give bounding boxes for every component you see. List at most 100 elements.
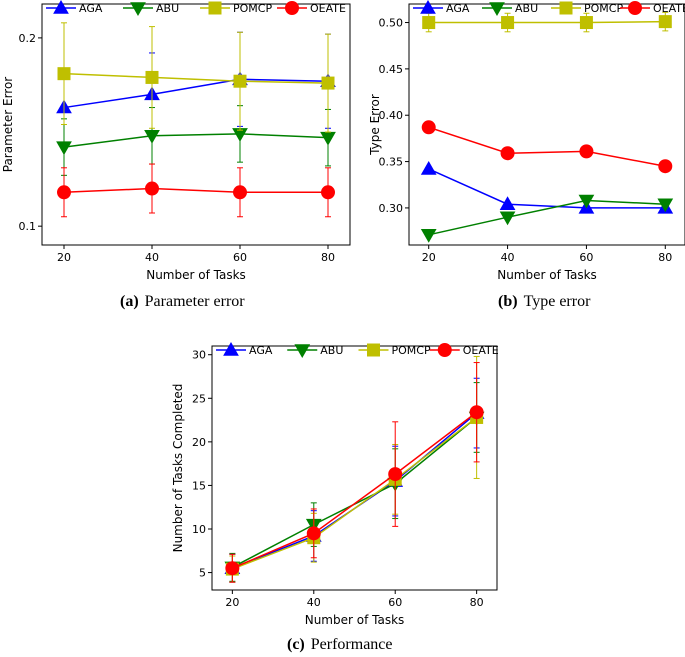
legend-marker (420, 0, 436, 14)
legend-label: AGA (249, 344, 273, 357)
x-tick-label: 40 (307, 596, 321, 609)
plot-frame (41, 3, 351, 246)
series-aga (224, 377, 485, 583)
series-line (63, 72, 329, 84)
data-point (225, 561, 240, 576)
x-tick-label: 80 (321, 251, 335, 264)
y-tick-label: 10 (192, 523, 206, 536)
y-tick-label: 15 (192, 479, 206, 492)
chart-panel-b: 20 40 60 80 0.30 0.35 0.40 0.45 0.50 Number of Ta… (368, 0, 685, 282)
y-axis-label: Type Error (368, 94, 382, 156)
series-pomcp (225, 355, 484, 583)
series-abu (56, 105, 336, 176)
y-tick-label: 0.30 (379, 202, 404, 215)
data-point (306, 526, 321, 541)
legend-label: ABU (320, 344, 343, 357)
legend-marker (628, 1, 642, 15)
legend-marker (208, 1, 222, 15)
x-tick-label: 20 (57, 251, 71, 264)
data-point (57, 67, 71, 81)
series-line (63, 78, 329, 109)
y-tick-label: 0.2 (19, 32, 37, 45)
series-aga (420, 160, 674, 214)
series-pomcp (422, 11, 672, 33)
data-point (499, 196, 516, 210)
legend-label: AGA (79, 2, 103, 15)
legend: AGA ABU POMCP OEATE (216, 341, 499, 359)
series-line (428, 126, 666, 167)
series-aga (56, 31, 336, 146)
data-point (658, 159, 673, 174)
data-point (233, 74, 247, 88)
legend-label: POMCP (233, 2, 272, 15)
legend-marker (130, 2, 146, 17)
legend-label: AGA (446, 2, 470, 15)
y-axis-label: Number of Tasks Completed (171, 384, 185, 553)
legend-label: ABU (156, 2, 179, 15)
chart-panel-a: 20 40 60 80 0.1 0.2 Number of Tasks Parameter E… (1, 0, 351, 282)
data-point (578, 194, 595, 209)
legend-marker (285, 1, 299, 15)
data-point (57, 185, 71, 200)
x-axis-label: Number of Tasks (305, 613, 405, 627)
legend-marker (559, 1, 573, 15)
data-point (500, 146, 515, 161)
data-point (144, 130, 160, 144)
series-line (428, 20, 666, 24)
data-point (658, 15, 672, 29)
series-abu (224, 382, 485, 582)
series-line (63, 187, 328, 194)
data-point (579, 16, 593, 30)
data-point (420, 160, 437, 175)
x-tick-label: 20 (225, 596, 239, 609)
caption-b: (b) Type error (498, 293, 591, 310)
y-tick-label: 0.35 (379, 156, 404, 169)
legend: AGA ABU POMCP OEATE (46, 0, 346, 17)
data-point (388, 467, 403, 482)
series-line (232, 411, 478, 569)
chart-panel-c: 20 40 60 80 5 10 15 20 25 30 Number of Tasks Number… (171, 341, 499, 627)
series-line (428, 199, 666, 236)
y-tick-label: 0.40 (379, 109, 404, 122)
data-point (501, 16, 515, 30)
y-tick-label: 0.45 (379, 63, 404, 76)
caption-c: (c) Performance (287, 636, 393, 653)
x-tick-label: 80 (658, 251, 672, 264)
series-oeate (421, 120, 673, 174)
data-point (579, 144, 594, 159)
x-axis-label: Number of Tasks (497, 268, 597, 282)
data-point (422, 16, 436, 30)
legend-label: OEATE (463, 344, 499, 357)
x-tick-label: 40 (501, 251, 515, 264)
data-point (321, 76, 335, 90)
y-tick-label: 25 (192, 392, 206, 405)
y-tick-label: 20 (192, 436, 206, 449)
legend-label: OEATE (310, 2, 346, 15)
data-point (145, 70, 159, 84)
legend-marker (489, 2, 505, 17)
x-tick-label: 40 (145, 251, 159, 264)
x-axis-label: Number of Tasks (146, 268, 246, 282)
series-line (63, 133, 329, 148)
y-tick-label: 5 (199, 567, 206, 580)
legend-label: OEATE (653, 2, 685, 15)
legend-marker (367, 343, 380, 357)
series-line (232, 412, 478, 569)
legend-marker (437, 343, 452, 357)
legend-label: ABU (515, 2, 538, 15)
plot-frame (408, 3, 685, 246)
legend-label: POMCP (392, 344, 431, 357)
legend-marker (294, 344, 311, 359)
data-point (420, 229, 437, 243)
data-point (421, 120, 436, 135)
data-point (320, 131, 336, 146)
x-tick-label: 80 (470, 596, 484, 609)
legend: AGA ABU POMCP OEATE (413, 0, 685, 17)
legend-marker (53, 0, 69, 14)
data-point (56, 141, 72, 156)
x-tick-label: 20 (422, 251, 436, 264)
data-point (145, 181, 159, 196)
y-tick-label: 30 (192, 349, 206, 362)
x-tick-label: 60 (388, 596, 402, 609)
